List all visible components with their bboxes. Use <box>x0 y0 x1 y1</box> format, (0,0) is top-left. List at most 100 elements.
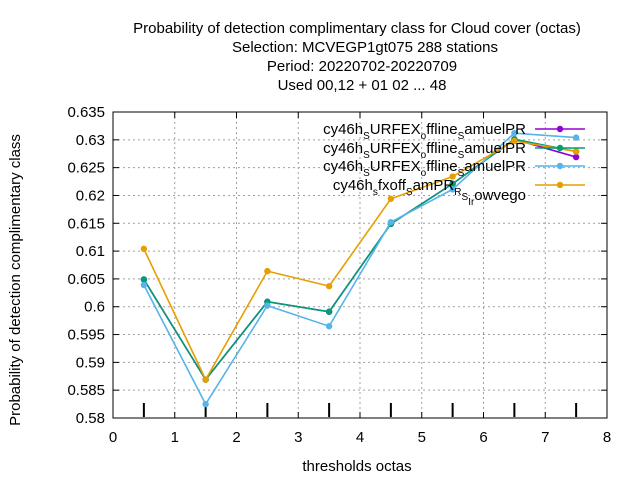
x-tick-label: 0 <box>109 429 117 446</box>
legend-label-part: cy46h <box>323 158 363 175</box>
legend-label-part: ffline <box>426 121 457 138</box>
legend: cy46hSURFEXofflineSamuelPRcy46hSURFEXoff… <box>323 121 585 208</box>
data-point <box>140 245 148 253</box>
y-tick-label: 0.605 <box>67 271 105 288</box>
legend-label: cy46hSURFEXofflineSamuelPR <box>323 158 526 179</box>
data-point <box>387 218 395 226</box>
x-tick-label: 5 <box>418 429 426 446</box>
legend-label-subscript: R <box>454 187 461 198</box>
data-point <box>202 376 209 383</box>
x-tick-label: 8 <box>603 429 611 446</box>
legend-label-subscript: o <box>421 131 427 142</box>
legend-label-subscript: S <box>406 187 413 198</box>
y-tick-label: 0.63 <box>76 132 105 149</box>
series-line <box>143 140 577 382</box>
series-group <box>140 129 580 408</box>
data-point <box>449 173 456 180</box>
y-tick-label: 0.6 <box>84 299 105 316</box>
y-tick-label: 0.585 <box>67 382 105 399</box>
y-tick-label: 0.58 <box>76 410 105 427</box>
legend-label-subscript: S <box>458 150 465 161</box>
legend-label-part: fxoff <box>378 177 407 194</box>
y-tick-label: 0.59 <box>76 354 105 371</box>
data-point <box>264 267 271 275</box>
x-tick-label: 2 <box>232 429 240 446</box>
legend-entry-1: cy46hSURFEXofflineSamuelPR <box>323 121 585 142</box>
series-4 <box>140 137 580 383</box>
legend-label-subscript: Ir <box>468 197 475 208</box>
y-tick-label: 0.595 <box>67 327 105 344</box>
legend-label-subscript: o <box>421 168 427 179</box>
title-line-4: Used 00,12 + 01 02 ... 48 <box>278 77 447 94</box>
y-axis-title: Probability of detection complimentary c… <box>7 134 24 426</box>
legend-label-subscript: S <box>458 131 465 142</box>
legend-label-part: ffline <box>426 158 457 175</box>
data-point <box>325 308 333 315</box>
title-line-1: Probability of detection complimentary c… <box>133 20 581 37</box>
legend-label-part: amPR <box>413 177 455 194</box>
title-line-2: Selection: MCVEGP1gt075 288 stations <box>232 39 498 56</box>
legend-label-part: owvego <box>474 187 526 204</box>
data-point <box>140 281 148 289</box>
data-point <box>449 180 456 187</box>
legend-label-subscript: S <box>363 131 370 142</box>
legend-entry-4: cy46hsfxoffSamPRRSIrowvego <box>333 177 585 208</box>
legend-entry-3: cy46hSURFEXofflineSamuelPR <box>323 158 585 179</box>
series-3 <box>140 129 580 408</box>
legend-entry-2: cy46hSURFEXofflineSamuelPR <box>323 140 585 161</box>
y-tick-label: 0.635 <box>67 104 105 121</box>
legend-label-subscript: o <box>421 150 427 161</box>
legend-label-subscript: s <box>373 187 378 198</box>
legend-label: cy46hSURFEXofflineSamuelPR <box>323 140 526 161</box>
legend-swatch-point <box>556 144 564 152</box>
data-point <box>572 134 580 141</box>
legend-label-part: amuelPR <box>464 158 526 175</box>
data-point <box>325 323 333 330</box>
legend-label-subscript: S <box>462 192 469 203</box>
legend-label-part: ffline <box>426 140 457 157</box>
legend-swatch-point <box>556 181 564 189</box>
data-point <box>511 129 518 137</box>
legend-label-subscript: S <box>458 168 465 179</box>
legend-swatch-point <box>556 125 564 133</box>
y-tick-label: 0.62 <box>76 187 105 204</box>
data-point <box>140 276 148 283</box>
y-tick-label: 0.61 <box>76 243 105 260</box>
x-axis-title: thresholds octas <box>302 458 411 475</box>
data-point <box>387 195 395 202</box>
legend-label: cy46hsfxoffSamPRRSIrowvego <box>333 177 526 208</box>
x-axis: 0 1 2 3 4 5 6 7 8 <box>109 112 611 446</box>
legend-label-part: cy46h <box>323 121 363 138</box>
y-axis: 0.58 0.585 0.59 0.595 0.6 0.605 0.61 0.615 0.62 0… <box>67 104 607 427</box>
legend-label-part: amuelPR <box>464 140 526 157</box>
x-tick-label: 1 <box>171 429 179 446</box>
grid <box>113 112 607 418</box>
x-tick-label: 7 <box>541 429 549 446</box>
x-tick-label: 4 <box>356 429 364 446</box>
y-tick-label: 0.625 <box>67 160 105 177</box>
data-point <box>264 302 271 309</box>
legend-label-subscript: S <box>363 150 370 161</box>
data-point <box>572 148 580 155</box>
legend-swatch-point <box>556 162 564 170</box>
legend-label-part: cy46h <box>333 177 373 194</box>
x-tick-label: 3 <box>294 429 302 446</box>
legend-label: cy46hSURFEXofflineSamuelPR <box>323 121 526 142</box>
data-point <box>572 153 580 161</box>
legend-label-part: cy46h <box>323 140 363 157</box>
data-point <box>511 137 518 145</box>
data-point <box>325 282 333 290</box>
data-point <box>202 400 209 408</box>
chart-title: Probability of detection complimentary c… <box>133 20 581 94</box>
data-point <box>449 186 456 193</box>
legend-label-part: amuelPR <box>464 121 526 138</box>
legend-label-part: URFEX <box>370 121 421 138</box>
title-line-3: Period: 20220702-20220709 <box>267 58 457 75</box>
series-line <box>143 132 577 406</box>
legend-label-subscript: S <box>363 168 370 179</box>
x-tick-label: 6 <box>479 429 487 446</box>
y-tick-label: 0.615 <box>67 215 105 232</box>
legend-label-part: URFEX <box>370 158 421 175</box>
